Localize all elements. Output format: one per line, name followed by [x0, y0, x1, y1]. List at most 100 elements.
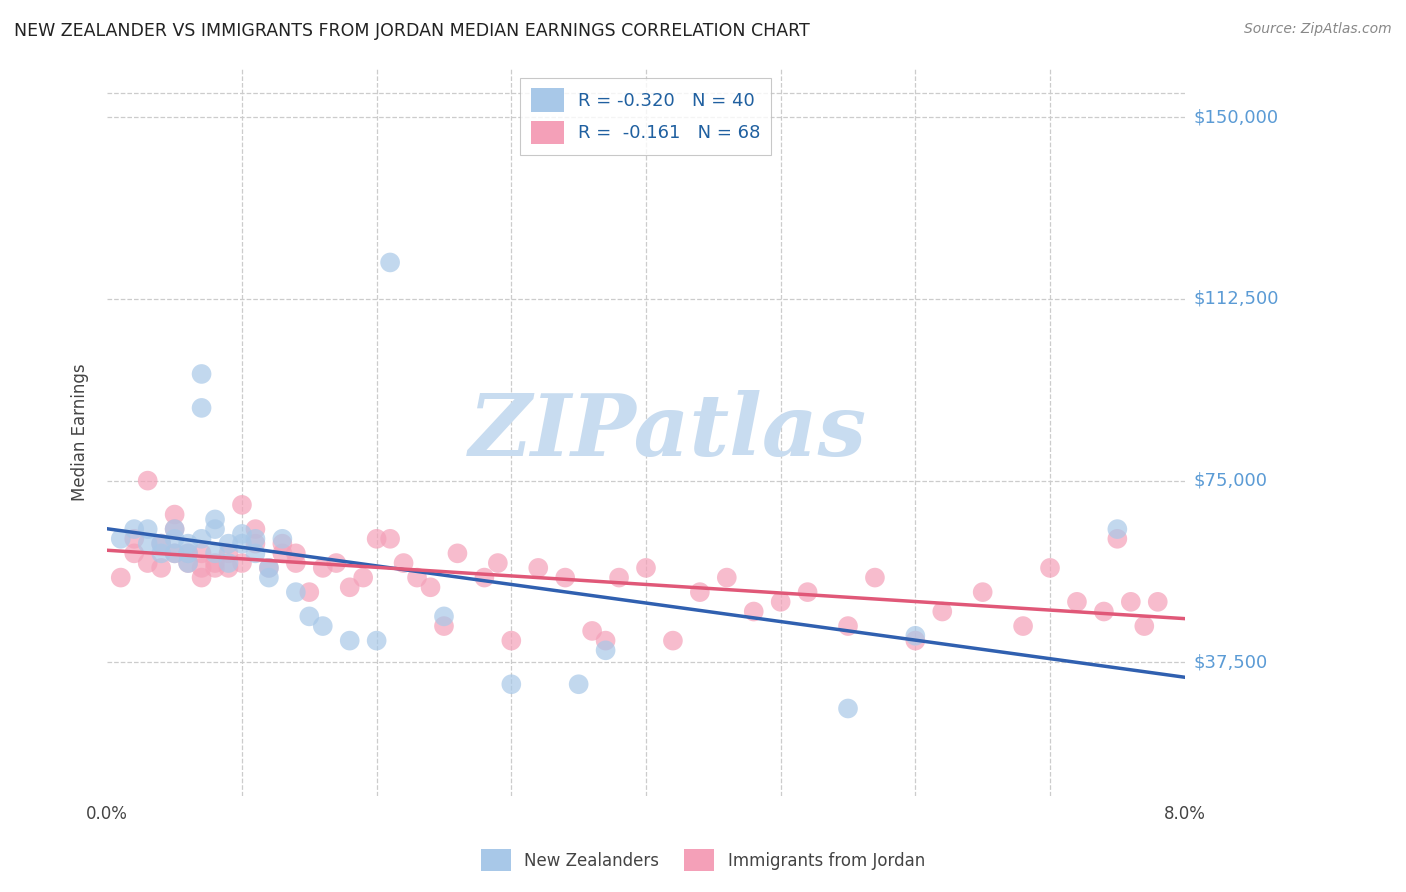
Legend: R = -0.320   N = 40, R =  -0.161   N = 68: R = -0.320 N = 40, R = -0.161 N = 68 [520, 78, 772, 154]
Point [218, 546, 240, 560]
Point [352, 571, 374, 585]
Point [231, 527, 253, 541]
Point [204, 512, 226, 526]
Point [378, 532, 401, 546]
Point [245, 546, 267, 560]
Point [257, 561, 280, 575]
Point [150, 561, 173, 575]
Point [190, 367, 212, 381]
Point [501, 677, 523, 691]
Point [284, 556, 307, 570]
Point [1039, 561, 1062, 575]
Point [568, 677, 591, 691]
Point [150, 536, 173, 550]
Point [595, 643, 617, 657]
Point [231, 498, 253, 512]
Point [392, 556, 415, 570]
Point [284, 585, 307, 599]
Text: ZIPatlas: ZIPatlas [468, 391, 866, 474]
Point [486, 556, 509, 570]
Point [136, 536, 159, 550]
Point [271, 536, 294, 550]
Point [177, 546, 200, 560]
Point [122, 532, 145, 546]
Point [433, 609, 456, 624]
Point [122, 522, 145, 536]
Point [607, 571, 630, 585]
Point [190, 546, 212, 560]
Point [136, 474, 159, 488]
Point [716, 571, 738, 585]
Point [177, 536, 200, 550]
Point [163, 522, 186, 536]
Point [110, 571, 132, 585]
Point [177, 556, 200, 570]
Point [972, 585, 994, 599]
Point [769, 595, 792, 609]
Point [689, 585, 711, 599]
Legend: New Zealanders, Immigrants from Jordan: New Zealanders, Immigrants from Jordan [472, 841, 934, 880]
Point [595, 633, 617, 648]
Point [446, 546, 468, 560]
Point [312, 561, 335, 575]
Point [163, 508, 186, 522]
Point [231, 536, 253, 550]
Point [419, 580, 441, 594]
Point [245, 532, 267, 546]
Point [271, 532, 294, 546]
Point [1012, 619, 1035, 633]
Point [662, 633, 685, 648]
Point [1066, 595, 1088, 609]
Point [366, 633, 388, 648]
Point [204, 546, 226, 560]
Point [796, 585, 818, 599]
Point [204, 561, 226, 575]
Point [136, 522, 159, 536]
Point [904, 629, 927, 643]
Point [150, 546, 173, 560]
Point [163, 522, 186, 536]
Point [136, 556, 159, 570]
Point [271, 546, 294, 560]
Point [863, 571, 886, 585]
Point [312, 619, 335, 633]
Text: $150,000: $150,000 [1194, 108, 1278, 126]
Text: $37,500: $37,500 [1194, 654, 1267, 672]
Point [122, 546, 145, 560]
Point [245, 536, 267, 550]
Text: $75,000: $75,000 [1194, 472, 1267, 490]
Point [339, 580, 361, 594]
Point [177, 546, 200, 560]
Point [325, 556, 347, 570]
Point [218, 556, 240, 570]
Point [298, 609, 321, 624]
Point [1107, 532, 1129, 546]
Point [378, 255, 401, 269]
Point [1107, 522, 1129, 536]
Point [1092, 605, 1115, 619]
Point [527, 561, 550, 575]
Point [231, 556, 253, 570]
Point [204, 522, 226, 536]
Text: Source: ZipAtlas.com: Source: ZipAtlas.com [1244, 22, 1392, 37]
Point [257, 571, 280, 585]
Point [501, 633, 523, 648]
Point [218, 561, 240, 575]
Text: NEW ZEALANDER VS IMMIGRANTS FROM JORDAN MEDIAN EARNINGS CORRELATION CHART: NEW ZEALANDER VS IMMIGRANTS FROM JORDAN … [14, 22, 810, 40]
Point [837, 701, 859, 715]
Y-axis label: Median Earnings: Median Earnings [72, 363, 89, 501]
Point [163, 546, 186, 560]
Point [474, 571, 496, 585]
Point [245, 522, 267, 536]
Text: $112,500: $112,500 [1194, 290, 1278, 308]
Point [190, 401, 212, 415]
Point [190, 532, 212, 546]
Point [339, 633, 361, 648]
Point [177, 556, 200, 570]
Point [1146, 595, 1168, 609]
Point [837, 619, 859, 633]
Point [284, 546, 307, 560]
Point [406, 571, 429, 585]
Point [150, 536, 173, 550]
Point [163, 532, 186, 546]
